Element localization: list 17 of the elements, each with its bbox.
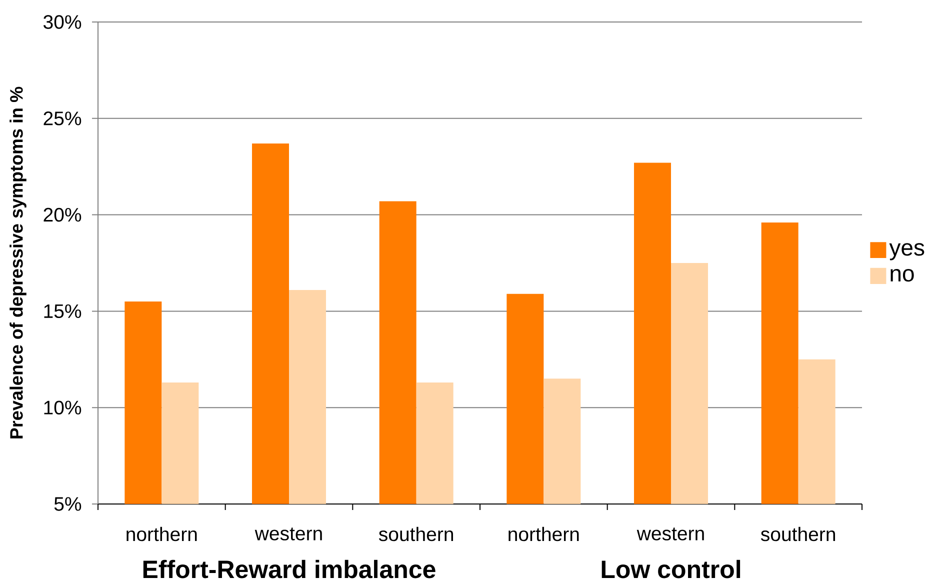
- y-tick-label: 20%: [44, 208, 82, 222]
- y-tick-label: 5%: [54, 497, 82, 511]
- x-tick-label: southern: [378, 526, 454, 542]
- y-tick-label: 30%: [44, 15, 82, 29]
- y-tick-label: 25%: [44, 112, 82, 126]
- x-tick-label: northern: [126, 526, 197, 542]
- x-tick-label: western: [254, 528, 322, 540]
- x-tick-label: southern: [760, 526, 836, 542]
- y-tick-label: 15%: [44, 304, 82, 318]
- text: Low control: [602, 560, 740, 578]
- x-tick-label: northern: [508, 526, 579, 542]
- y-tick-label: 10%: [44, 400, 82, 414]
- x-tick-label: western: [636, 528, 704, 540]
- text: Effort-Reward imbalance: [143, 560, 436, 578]
- y-axis-title: Prevalence of depressive symptoms in %: [10, 86, 26, 438]
- legend-label: no: [890, 269, 914, 282]
- legend-label: yes: [889, 243, 924, 260]
